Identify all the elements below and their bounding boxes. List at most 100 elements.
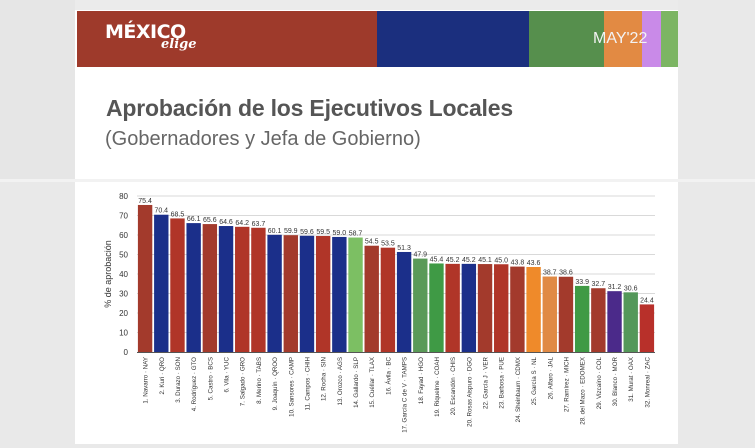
x-tick-label: 2. Kuri · QRO [159, 357, 166, 395]
bar [396, 251, 412, 352]
bar [494, 264, 509, 352]
x-tick-label: 29. Vizcaíno · COL [596, 356, 603, 409]
date-label: MAY'22 [593, 30, 648, 47]
bar [477, 264, 493, 352]
y-tick-label: 50 [119, 251, 128, 260]
value-label: 65.6 [203, 217, 217, 224]
x-tick-label: 31. Murat · OAX [628, 357, 635, 402]
logo-sub-text: elige [161, 37, 197, 52]
x-tick-label: 4. Rodríguez · GTO [191, 357, 198, 411]
x-tick-label: 24. Sheinbaum · CDMX [515, 357, 522, 422]
header-stripe-lightgreen [661, 11, 678, 67]
x-tick-label: 25. García S · NL [531, 356, 538, 405]
x-tick-label: 18. Fayad · HGO [418, 357, 425, 404]
x-tick-label: 5. Castro · BCS [207, 357, 214, 400]
x-tick-label: 3. Durazo · SON [175, 357, 182, 403]
bar [558, 276, 574, 352]
y-tick-label: 70 [119, 212, 128, 221]
bar [591, 288, 606, 352]
value-label: 45.4 [430, 256, 444, 263]
x-tick-label: 1. Navarro · NAY [143, 357, 150, 404]
value-label: 33.9 [575, 279, 589, 286]
value-label: 38.7 [543, 270, 557, 277]
x-tick-label: 22. García J · VER [483, 356, 490, 408]
header-stripe-orange [604, 11, 642, 67]
x-tick-label: 12. Rocha · SIN [321, 357, 328, 401]
x-tick-label: 26. Alfaro · JAL [547, 356, 554, 399]
value-label: 54.5 [365, 239, 379, 246]
bar [299, 235, 315, 352]
bar [380, 247, 396, 352]
value-label: 59.9 [284, 228, 298, 235]
header-stripe-purple [642, 11, 661, 67]
value-label: 32.7 [592, 281, 606, 288]
bar [461, 263, 477, 352]
page-subtitle: (Gobernadores y Jefa de Gobierno) [105, 128, 421, 150]
value-label: 59.0 [333, 230, 347, 237]
bar [218, 226, 234, 352]
bar [267, 234, 282, 352]
bar [170, 218, 185, 352]
bar [623, 292, 638, 352]
value-label: 43.8 [511, 260, 525, 267]
x-tick-label: 9. Joaquín · QROO [272, 357, 279, 410]
y-tick-label: 30 [119, 290, 128, 299]
value-label: 31.2 [608, 284, 622, 291]
value-label: 60.1 [268, 228, 282, 235]
value-label: 70.4 [154, 208, 168, 215]
value-label: 45.2 [446, 257, 460, 264]
y-tick-label: 0 [124, 348, 129, 357]
page-title: Aprobación de los Ejecutivos Locales [106, 95, 513, 121]
value-label: 51.3 [397, 245, 411, 252]
bar [574, 285, 590, 352]
header-stripe-green [529, 11, 604, 67]
bar [607, 291, 622, 352]
x-tick-label: 7. Salgado · GRO [240, 357, 247, 406]
y-tick-label: 10 [119, 329, 128, 338]
x-axis-labels: 1. Navarro · NAY 2. Kuri · QRO 3. Durazo ·… [143, 356, 652, 432]
bar [186, 223, 201, 352]
top-margin [75, 0, 678, 10]
x-tick-label: 30. Blanco · MOR [612, 356, 619, 406]
x-tick-label: 8. Merino · TABS [256, 357, 263, 404]
y-tick-label: 40 [119, 270, 128, 279]
x-tick-label: 10. Sansores · CAMP [288, 357, 295, 417]
x-tick-label: 20. Escandón · CHIS [450, 357, 457, 415]
bar [413, 258, 428, 352]
value-label: 53.5 [381, 241, 395, 248]
y-axis-label: % de aprobación [103, 240, 113, 308]
background-left [0, 0, 75, 180]
x-tick-label: 27. Ramírez · MICH [563, 357, 570, 412]
header-stripe-blue [377, 11, 529, 67]
bar [332, 236, 347, 352]
x-tick-label: 20. Rosas Aispuro · DGO [466, 357, 473, 427]
x-tick-label: 15. Cuéllar · TLAX [369, 357, 376, 408]
x-tick-label: 28. del Mazo · EDOMEX [580, 357, 587, 425]
value-labels: 75.470.468.566.1 65.6 64.6 64.2 63.760.1 59.9… [138, 198, 654, 304]
bar [526, 266, 541, 352]
value-label: 47.9 [413, 252, 427, 259]
bar [348, 237, 363, 352]
value-label: 24.4 [640, 297, 654, 304]
value-label: 75.4 [138, 198, 152, 205]
x-tick-label: 32. Monreal · ZAC [644, 356, 651, 407]
value-label: 45.1 [478, 257, 492, 264]
value-label: 64.6 [219, 219, 233, 226]
bar [315, 235, 331, 352]
bar [283, 235, 298, 352]
bar [202, 224, 218, 352]
x-tick-label: 19. Riquelme · COAH [434, 357, 441, 417]
header-stripe-red [77, 11, 377, 67]
y-tick-label: 20 [119, 309, 128, 318]
y-tick-label: 60 [119, 231, 128, 240]
value-label: 45.0 [494, 257, 508, 264]
value-label: 66.1 [187, 216, 201, 223]
value-label: 43.6 [527, 260, 541, 267]
value-label: 58.7 [349, 231, 363, 238]
bar [510, 266, 525, 352]
approval-bar-chart: 0 10 20 30 40 50 60 70 80 % de aprobación 75.470… [103, 192, 655, 433]
x-tick-label: 16. Ávila · BC [385, 356, 392, 394]
value-label: 64.2 [235, 220, 249, 227]
value-label: 59.6 [300, 229, 314, 236]
x-tick-label: 11. Campos · CHIH [304, 357, 311, 411]
